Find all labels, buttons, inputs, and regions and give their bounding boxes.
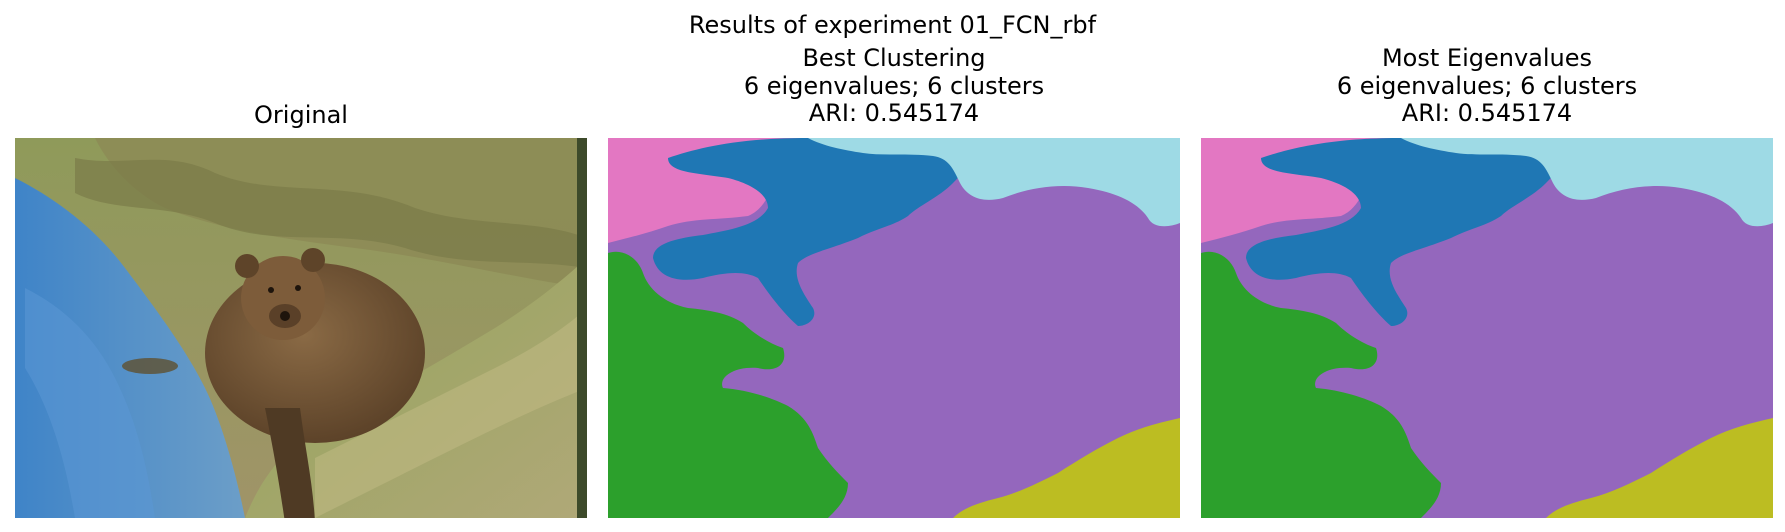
photo-bear-nose bbox=[280, 311, 290, 321]
panel-title-best-clustering: Best Clustering 6 eigenvalues; 6 cluster… bbox=[608, 44, 1180, 128]
photo-bear-eye-right bbox=[295, 285, 301, 291]
photo-right-edge bbox=[577, 138, 587, 518]
photo-bear-leg bbox=[265, 408, 315, 518]
photo-bank-ridges bbox=[75, 158, 587, 268]
photo-bear-ear-right bbox=[301, 248, 325, 272]
photo-bear-head bbox=[241, 256, 325, 340]
segment-blue bbox=[653, 138, 973, 326]
photo-rock bbox=[122, 358, 178, 374]
figure-suptitle: Results of experiment 01_FCN_rbf bbox=[688, 11, 1097, 39]
segment-light-blue bbox=[1401, 138, 1773, 227]
original-image-panel bbox=[15, 138, 587, 518]
panel-title-line: ARI: 0.545174 bbox=[808, 99, 980, 127]
panel-title-line: Best Clustering bbox=[802, 44, 986, 72]
segment-olive bbox=[953, 418, 1180, 518]
panel-title-line: 6 eigenvalues; 6 clusters bbox=[743, 71, 1045, 100]
segment-olive bbox=[1546, 418, 1773, 518]
panel-title-original: Original bbox=[15, 101, 587, 130]
original-photo bbox=[15, 138, 587, 518]
panel-title-line: Most Eigenvalues bbox=[1381, 44, 1593, 72]
panel-title-line: 6 eigenvalues; 6 clusters bbox=[1336, 71, 1638, 100]
segment-green bbox=[1201, 251, 1441, 518]
panel-title-line: Original bbox=[254, 101, 348, 129]
photo-grass-highlight bbox=[315, 308, 587, 518]
photo-bear-ear-left bbox=[235, 254, 259, 278]
photo-bear-eye-left bbox=[268, 287, 274, 293]
segment-light-blue bbox=[808, 138, 1180, 227]
segmentation-map bbox=[1201, 138, 1773, 518]
photo-water-shine bbox=[25, 288, 155, 518]
segmentation-map bbox=[608, 138, 1180, 518]
panel-title-line: ARI: 0.545174 bbox=[1401, 99, 1573, 127]
panel-title-most-eigenvalues: Most Eigenvalues 6 eigenvalues; 6 cluste… bbox=[1201, 44, 1773, 128]
segment-green bbox=[608, 251, 848, 518]
best-clustering-panel bbox=[608, 138, 1180, 518]
segment-blue bbox=[1246, 138, 1566, 326]
most-eigenvalues-panel bbox=[1201, 138, 1773, 518]
